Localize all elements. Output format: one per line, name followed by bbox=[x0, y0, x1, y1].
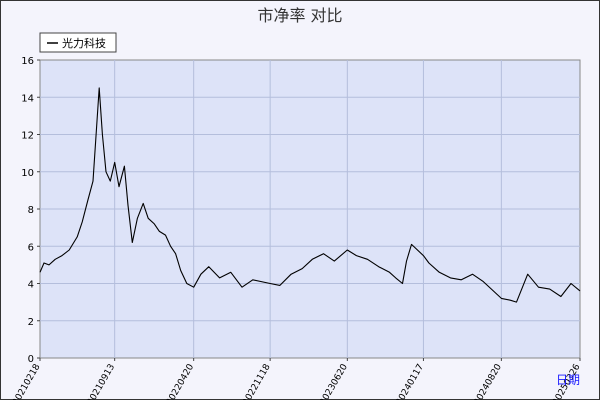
y-tick-label: 10 bbox=[21, 168, 34, 179]
y-tick-label: 2 bbox=[28, 317, 34, 328]
legend-label: 光力科技 bbox=[62, 36, 106, 50]
y-tick-label: 8 bbox=[28, 205, 34, 216]
y-tick-label: 12 bbox=[21, 131, 34, 142]
legend: 光力科技 bbox=[39, 32, 117, 53]
series-line bbox=[39, 87, 581, 303]
series-group bbox=[39, 87, 581, 303]
x-tick-label: 20210218 bbox=[11, 362, 43, 400]
x-axis-label: 日期 bbox=[556, 373, 580, 387]
x-tick-label: 20221118 bbox=[241, 362, 273, 400]
y-tick-label: 4 bbox=[28, 280, 34, 291]
grid-lines bbox=[40, 60, 580, 358]
x-tick-label: 20210913 bbox=[86, 363, 118, 400]
chart-title: 市净率 对比 bbox=[257, 6, 342, 25]
x-tick-label: 20230620 bbox=[318, 362, 350, 400]
x-tick-label: 20240820 bbox=[472, 362, 504, 400]
y-tick-label: 14 bbox=[21, 93, 34, 104]
x-tick-label: 20240117 bbox=[394, 363, 426, 400]
y-tick-label: 16 bbox=[21, 56, 34, 67]
y-axis-ticks: 0 2 4 6 8 10 12 14 16 bbox=[21, 56, 40, 365]
legend-box bbox=[39, 32, 117, 53]
y-tick-label: 6 bbox=[28, 242, 34, 253]
y-tick-label: 0 bbox=[28, 354, 34, 365]
x-axis-ticks: 20210218 20210913 20220420 20221118 20230620… bbox=[11, 358, 583, 400]
x-tick-label: 20220420 bbox=[165, 362, 197, 400]
